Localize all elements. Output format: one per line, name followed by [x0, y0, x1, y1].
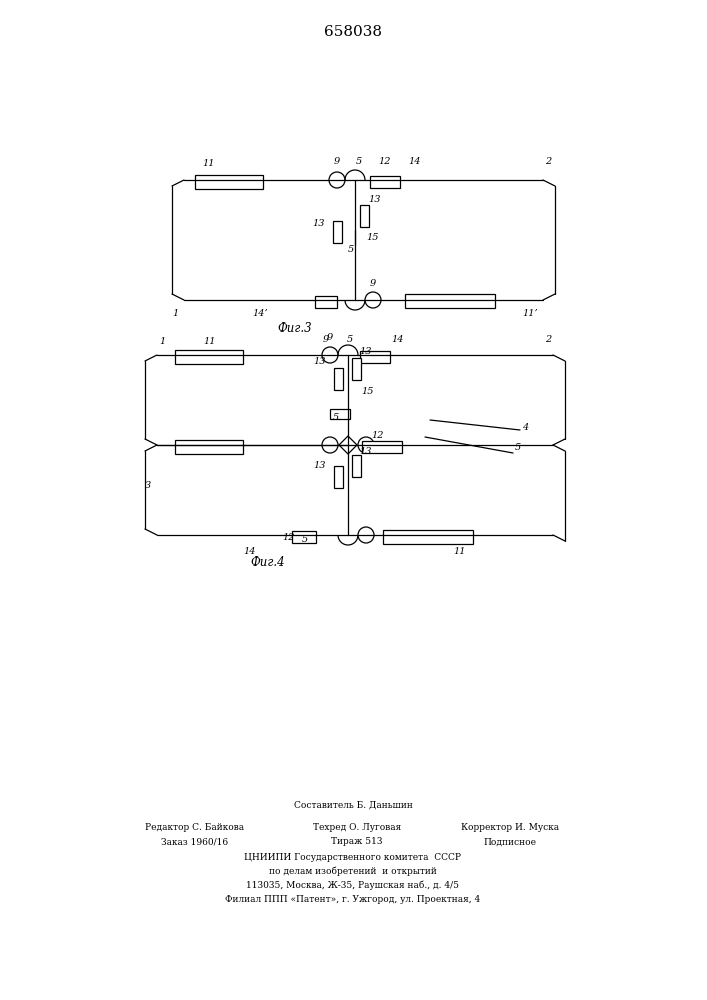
Text: 5: 5	[515, 444, 521, 452]
Bar	[333, 221, 342, 243]
Text: 5: 5	[333, 412, 339, 422]
Text: 9: 9	[370, 279, 376, 288]
Text: 1: 1	[172, 310, 178, 318]
Text: 11: 11	[454, 546, 466, 556]
Text: 12: 12	[372, 430, 384, 440]
Text: 9: 9	[327, 332, 333, 342]
Bar	[195, 175, 263, 189]
Text: 13: 13	[312, 220, 325, 229]
Bar	[315, 296, 337, 308]
Text: 5: 5	[302, 534, 308, 544]
Text: 15: 15	[367, 233, 379, 242]
Text: ЦНИИПИ Государственного комитета  СССР: ЦНИИПИ Государственного комитета СССР	[245, 852, 462, 861]
Text: Фиг.3: Фиг.3	[278, 322, 312, 334]
Text: по делам изобретений  и открытий: по делам изобретений и открытий	[269, 866, 437, 876]
Text: 12: 12	[379, 157, 391, 166]
Bar	[352, 358, 361, 380]
Text: Редактор С. Байкова: Редактор С. Байкова	[146, 822, 245, 832]
Text: Корректор И. Муска: Корректор И. Муска	[461, 822, 559, 832]
Text: 9: 9	[334, 157, 340, 166]
Bar	[175, 440, 243, 454]
Text: Подписное: Подписное	[484, 838, 537, 846]
Text: 9: 9	[323, 334, 329, 344]
Bar	[175, 350, 243, 364]
Text: 11: 11	[203, 159, 215, 168]
Text: Филиал ППП «Патент», г. Ужгород, ул. Проектная, 4: Филиал ППП «Патент», г. Ужгород, ул. Про…	[226, 894, 481, 904]
Text: 13: 13	[313, 460, 326, 470]
Text: 113035, Москва, Ж-35, Раушская наб., д. 4/5: 113035, Москва, Ж-35, Раушская наб., д. …	[247, 880, 460, 890]
Text: Составитель Б. Даньшин: Составитель Б. Даньшин	[293, 800, 412, 810]
Text: 14: 14	[409, 157, 421, 166]
Text: 15: 15	[362, 387, 374, 396]
Text: 2: 2	[545, 157, 551, 166]
Text: 5: 5	[347, 334, 353, 344]
Text: 5: 5	[348, 245, 354, 254]
Text: 11: 11	[204, 336, 216, 346]
Bar	[370, 176, 400, 188]
Bar	[360, 351, 390, 363]
Text: Фиг.4: Фиг.4	[251, 556, 286, 570]
Text: 13: 13	[369, 196, 381, 205]
Text: 14’: 14’	[252, 310, 268, 318]
Text: 13: 13	[360, 448, 373, 456]
Text: 4: 4	[522, 422, 528, 432]
Bar	[334, 466, 343, 488]
Bar	[360, 205, 369, 227]
Text: 3: 3	[145, 481, 151, 489]
Bar	[405, 294, 495, 308]
Text: 658038: 658038	[324, 25, 382, 39]
Text: 11’: 11’	[522, 310, 538, 318]
Polygon shape	[339, 436, 357, 454]
Text: Тираж 513: Тираж 513	[332, 838, 382, 846]
Bar	[334, 368, 343, 390]
Text: 1: 1	[159, 336, 165, 346]
Bar	[352, 455, 361, 477]
Bar	[292, 531, 316, 543]
Bar	[330, 409, 350, 419]
Text: 5: 5	[356, 157, 362, 166]
Bar	[383, 530, 473, 544]
Text: 13: 13	[360, 348, 373, 357]
Text: Заказ 1960/16: Заказ 1960/16	[161, 838, 228, 846]
Text: 14: 14	[244, 546, 256, 556]
Text: 14: 14	[392, 334, 404, 344]
Text: 12: 12	[283, 532, 295, 542]
Text: 13: 13	[313, 358, 326, 366]
Bar	[362, 441, 402, 453]
Text: Техред О. Луговая: Техред О. Луговая	[313, 822, 401, 832]
Text: 2: 2	[545, 334, 551, 344]
